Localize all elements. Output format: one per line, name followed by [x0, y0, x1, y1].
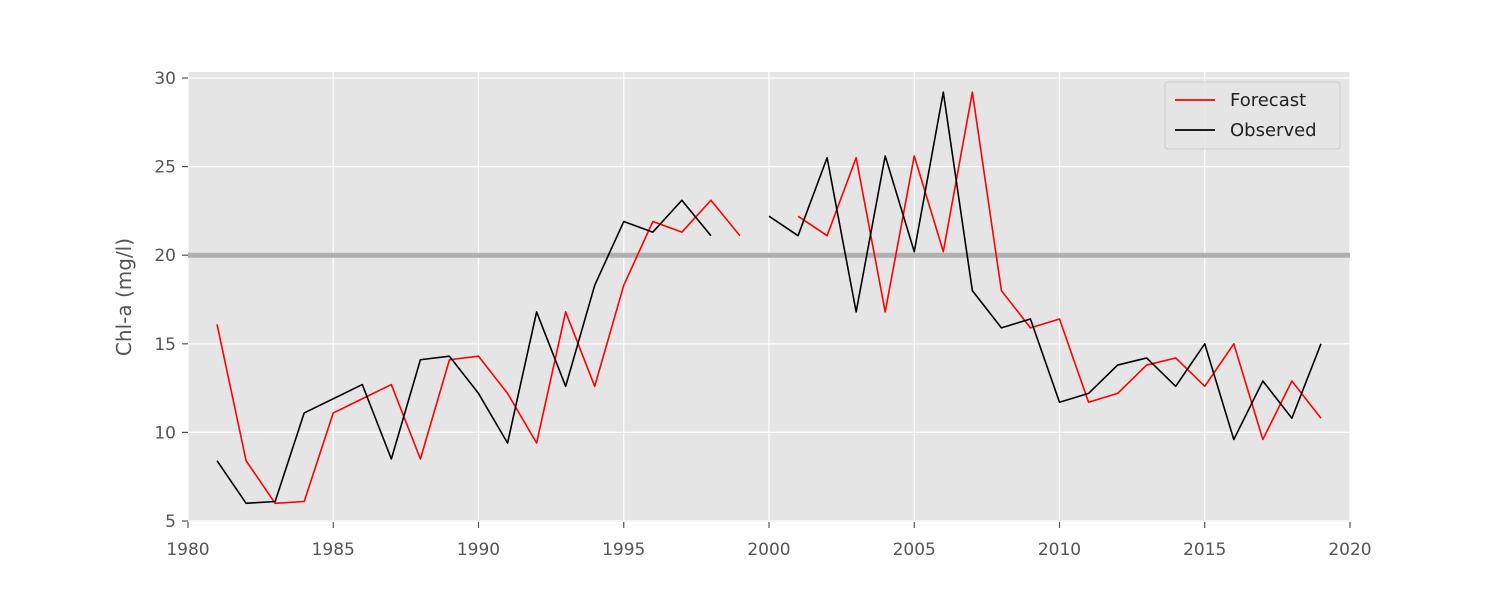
y-tick-label: 20	[154, 246, 176, 266]
x-tick-label: 1985	[312, 540, 355, 560]
x-tick-label: 1990	[457, 540, 500, 560]
y-tick-label: 30	[154, 69, 176, 89]
x-tick-label: 2005	[893, 540, 936, 560]
legend-label-forecast: Forecast	[1230, 90, 1306, 111]
y-tick-label: 15	[154, 335, 176, 355]
x-tick-label: 2020	[1328, 540, 1371, 560]
legend-label-observed: Observed	[1230, 120, 1317, 141]
x-tick-label: 2000	[747, 540, 790, 560]
y-tick-label: 5	[165, 512, 176, 532]
axes: 1980 1985 1990 1995 2000 2005 2010 2015 2020 5 10 1…	[154, 69, 1371, 560]
x-tick-label: 2015	[1183, 540, 1226, 560]
legend-box	[1164, 81, 1341, 150]
x-tick-label: 2010	[1038, 540, 1081, 560]
series-lines	[216, 91, 1322, 505]
y-axis-title: Chl-a (mg/l)	[112, 238, 136, 356]
y-tick-label: 10	[154, 423, 176, 443]
y-tick-label: 25	[154, 158, 176, 178]
series-line-forecast	[216, 91, 1322, 505]
series-line-observed	[216, 91, 1322, 505]
x-tick-label: 1980	[166, 540, 209, 560]
x-tick-label: 1995	[602, 540, 645, 560]
legend: Forecast Observed	[1164, 81, 1341, 150]
